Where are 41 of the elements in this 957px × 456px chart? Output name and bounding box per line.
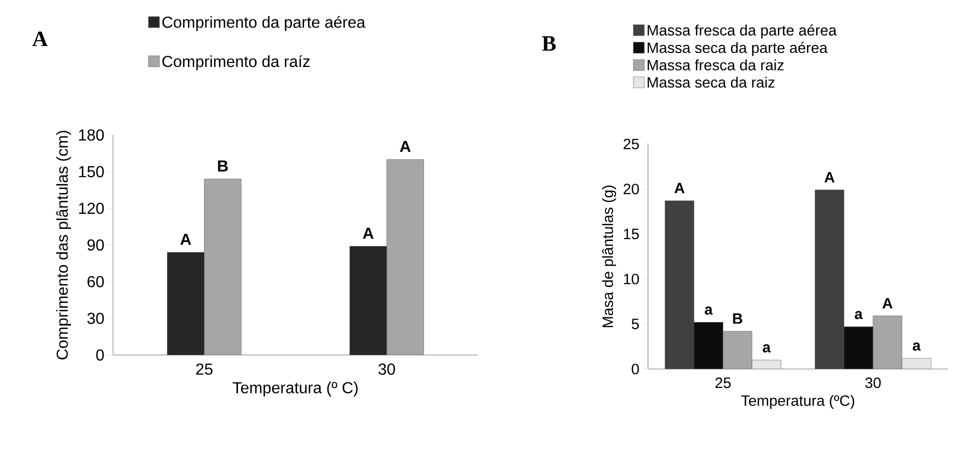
y-tick-label: 20	[624, 184, 639, 194]
y-tick-label: 0	[632, 364, 639, 374]
y-tick-label: 10	[624, 274, 639, 284]
y-tick-label: 25	[624, 138, 639, 150]
y-axis-title: Comprimento das plântulas (cm)	[56, 130, 72, 360]
y-tick-label: 180	[79, 129, 104, 141]
data-label: A	[674, 182, 684, 194]
legend-label: Massa seca da parte aérea	[648, 42, 828, 56]
bar	[694, 322, 724, 369]
data-label: a	[762, 344, 771, 352]
bar	[844, 326, 874, 369]
data-label: a	[704, 306, 713, 315]
y-tick-label: 15	[624, 228, 639, 240]
chart-title: A	[32, 32, 48, 46]
chart-title: B	[542, 36, 556, 51]
data-label: A	[180, 234, 192, 245]
data-label: a	[912, 342, 921, 351]
y-axis-title: Masa de plântulas (g)	[602, 186, 616, 328]
y-tick-label: 30	[87, 312, 104, 324]
legend-label: Massa fresca da parte aérea	[648, 24, 837, 39]
legend-label: Comprimento da raíz	[162, 55, 310, 70]
data-label: A	[362, 228, 374, 239]
legend-label: Massa fresca da raiz	[648, 59, 784, 70]
y-tick-label: 60	[88, 276, 104, 288]
legend-label: Massa seca da raiz	[648, 76, 774, 88]
data-label: A	[400, 140, 411, 152]
data-label: a	[854, 311, 863, 320]
data-label: A	[824, 172, 835, 182]
data-label: A	[882, 298, 893, 308]
y-tick-label: 5	[632, 318, 639, 330]
y-tick-label: 90	[88, 239, 104, 251]
legend-label: Comprimento da parte aérea	[162, 16, 366, 32]
x-axis-title: Temperatura (ºC)	[741, 394, 854, 409]
data-label: B	[218, 160, 228, 172]
data-label: B	[733, 313, 742, 324]
y-tick-label: 120	[79, 202, 104, 214]
y-tick-label: 150	[79, 166, 104, 178]
bar	[350, 246, 387, 355]
y-tick-label: 0	[96, 349, 104, 361]
bar	[167, 252, 204, 355]
x-axis-title: Temperatura (º C)	[232, 382, 358, 397]
